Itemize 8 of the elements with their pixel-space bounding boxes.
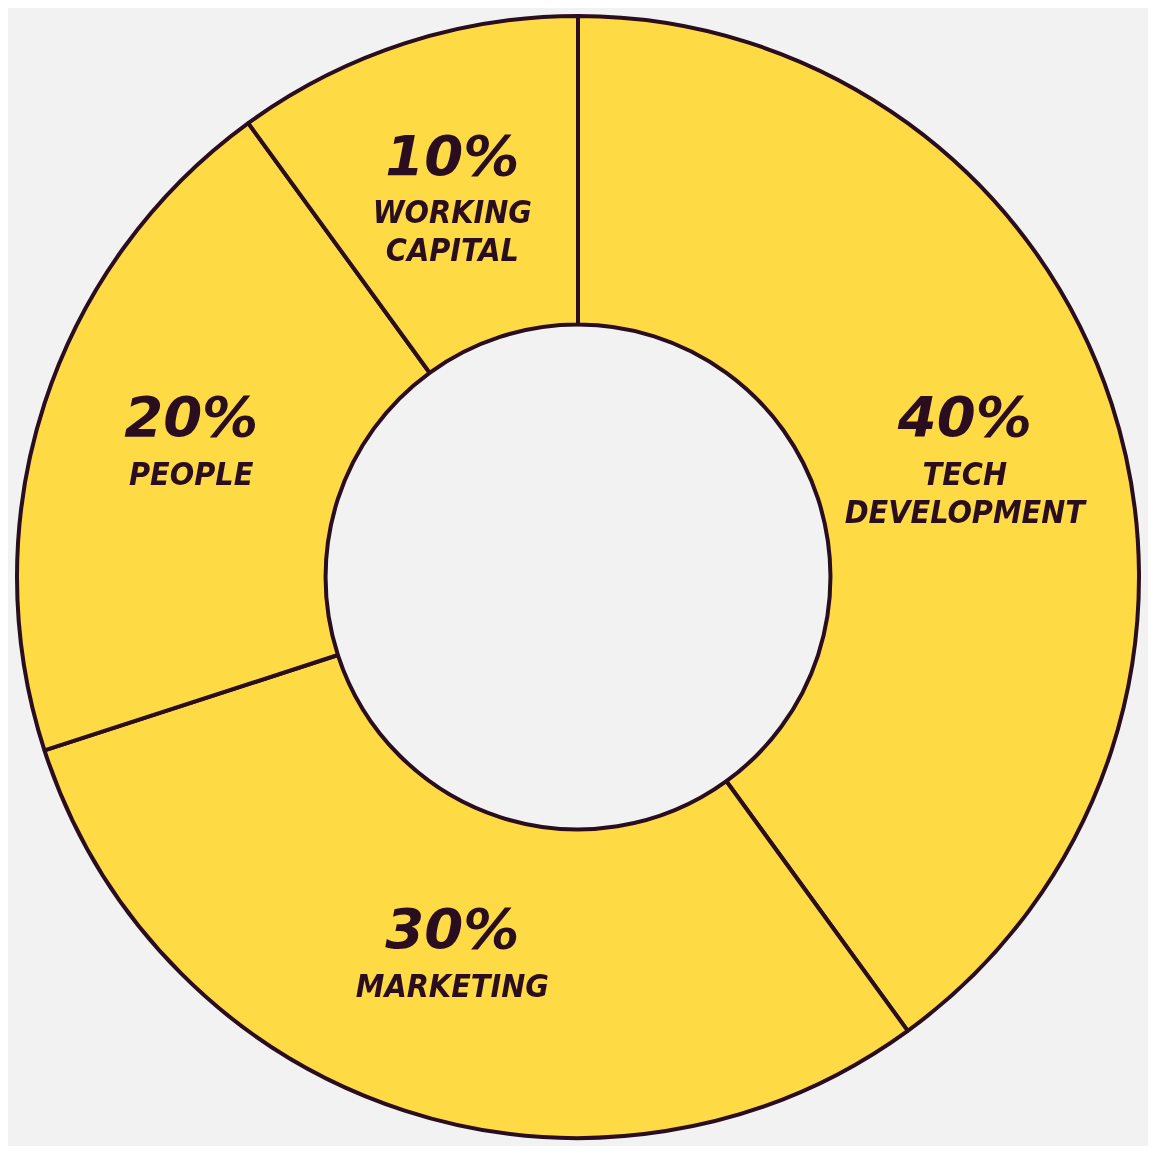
slice-label: PEOPLE xyxy=(129,454,254,493)
data-label: 10% xyxy=(385,122,520,188)
data-label: 30% xyxy=(385,896,520,962)
slice-label: WORKING CAPITAL xyxy=(372,193,532,270)
slice-label: TECH DEVELOPMENT xyxy=(844,454,1088,531)
data-label: 20% xyxy=(124,383,259,449)
data-label: 40% xyxy=(896,383,1032,449)
slice-label: MARKETING xyxy=(355,967,549,1006)
